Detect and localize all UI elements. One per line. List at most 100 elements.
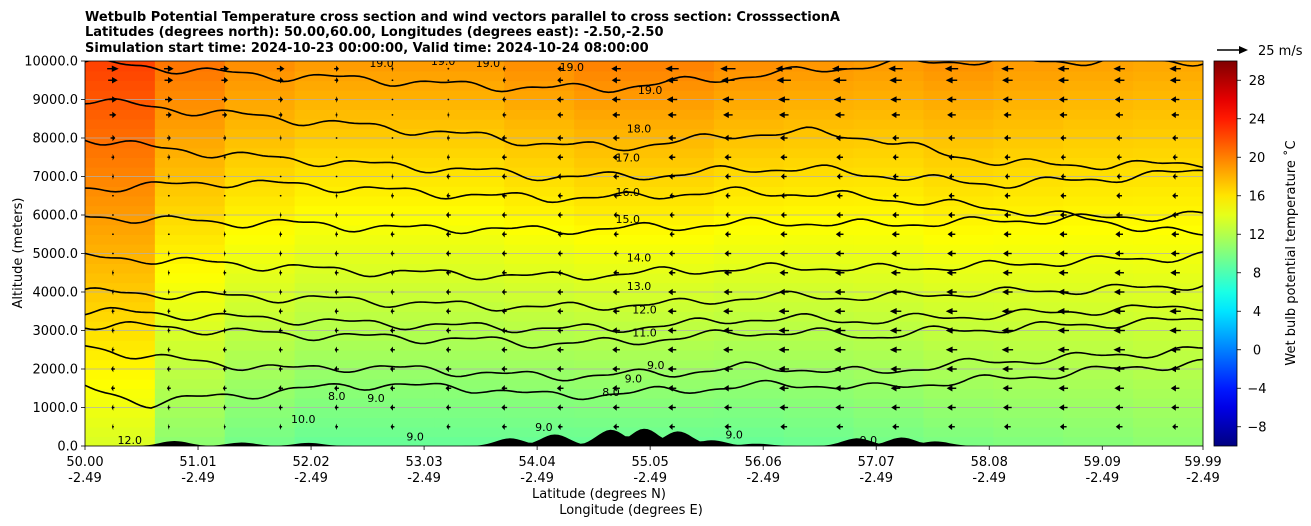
shading-cell xyxy=(644,138,715,149)
wind-vector-head xyxy=(668,269,673,276)
x-tick-label-lat: 57.07 xyxy=(858,455,895,470)
shading-cell xyxy=(644,157,715,168)
wind-vector xyxy=(279,194,282,197)
wind-vector-head xyxy=(946,288,953,296)
wind-vector xyxy=(167,194,170,197)
wind-vector-head xyxy=(725,192,729,199)
wind-vector-head xyxy=(1170,269,1177,276)
shading-cell xyxy=(574,70,645,82)
wind-vector-head xyxy=(1004,192,1008,199)
shading-cell xyxy=(364,369,436,380)
wind-vector-head xyxy=(1171,211,1176,219)
shading-cell xyxy=(783,388,855,399)
wind-vector-head xyxy=(1057,65,1065,72)
shading-cell xyxy=(993,243,1065,255)
shading-cell xyxy=(85,369,156,380)
wind-vector-head xyxy=(669,192,673,199)
shading-cell xyxy=(783,263,855,274)
shading-cell xyxy=(434,301,506,313)
shading-cell xyxy=(224,397,296,409)
shading-cell xyxy=(154,330,226,341)
shading-cell xyxy=(364,176,436,187)
wind-vector-head xyxy=(779,269,785,276)
y-tick-label: 5000.0 xyxy=(33,247,79,262)
shading-cell xyxy=(993,89,1065,101)
wind-vector-head xyxy=(723,365,729,373)
shading-cell xyxy=(364,234,436,245)
shading-cell xyxy=(1133,128,1203,139)
shading-cell xyxy=(713,426,785,438)
wind-vector-head xyxy=(223,65,230,72)
wind-vector-head xyxy=(223,250,225,257)
shading-cell xyxy=(154,118,226,130)
wind-vector-head xyxy=(1060,154,1064,161)
shading-cell xyxy=(154,176,226,187)
wind-vector-head xyxy=(167,77,174,84)
wind-vector-head xyxy=(1002,96,1009,103)
shading-cell xyxy=(783,407,855,418)
shading-cell xyxy=(364,311,436,322)
wind-vector-head xyxy=(279,269,281,276)
shading-cell xyxy=(154,138,226,149)
shading-cell xyxy=(294,89,366,101)
shading-cell xyxy=(713,388,785,399)
contour-label: 16.0 xyxy=(616,186,641,199)
shading-cell xyxy=(644,282,715,293)
shading-cell xyxy=(713,311,785,322)
shading-cell xyxy=(85,397,156,409)
shading-cell xyxy=(154,417,226,428)
wind-vector-head xyxy=(167,404,170,411)
shading-cell xyxy=(993,157,1065,168)
wind-vector-head xyxy=(889,308,897,315)
wind-vector-head xyxy=(1060,173,1064,180)
wind-vector-head xyxy=(1115,231,1120,238)
wind-vector-head xyxy=(667,308,673,315)
shading-cell xyxy=(294,340,366,351)
shading-cell xyxy=(713,282,785,293)
shading-cell xyxy=(224,157,296,168)
shading-cell xyxy=(154,436,226,446)
shading-cell xyxy=(294,349,366,361)
shading-cell xyxy=(1133,243,1203,255)
wind-vector-head xyxy=(835,231,841,238)
wind-vector-head xyxy=(1113,77,1121,84)
shading-cell xyxy=(783,378,855,390)
wind-vector-head xyxy=(1001,308,1009,315)
shading-cell xyxy=(154,301,226,313)
wind-vector-head xyxy=(891,231,897,238)
shading-cell xyxy=(1133,407,1203,418)
shading-cell xyxy=(364,147,436,159)
x-axis-label-secondary: Longitude (degrees E) xyxy=(559,503,703,518)
shading-cell xyxy=(85,243,156,255)
shading-cell xyxy=(1063,186,1134,197)
shading-cell xyxy=(224,80,296,91)
shading-cell xyxy=(504,118,575,130)
wind-vector-head xyxy=(167,327,170,334)
shading-cell xyxy=(1063,61,1134,72)
wind-vector-head xyxy=(613,231,617,238)
wind-vector-head xyxy=(892,173,897,180)
wind-vector-head xyxy=(835,404,841,411)
shading-cell xyxy=(574,138,645,149)
wind-vector-head xyxy=(1003,134,1009,142)
colorbar-tick-label: 8 xyxy=(1253,266,1261,281)
wind-vector-head xyxy=(280,77,284,84)
shading-cell xyxy=(434,378,506,390)
shading-cell xyxy=(783,253,855,264)
colorbar-ticks: −8 −4 0 4 8 12 16 20 24 28 xyxy=(1237,74,1267,435)
shading-cell xyxy=(1133,70,1203,82)
wind-vector-head xyxy=(222,365,226,373)
shading-cell xyxy=(294,205,366,216)
shading-cell xyxy=(85,205,156,216)
wind-vector-head xyxy=(168,173,170,180)
shading-cell xyxy=(574,234,645,245)
wind-vector-head xyxy=(667,346,673,353)
shading-cell xyxy=(1133,224,1203,236)
wind-vector-head xyxy=(111,288,114,296)
shading-cell xyxy=(85,128,156,139)
shading-cell xyxy=(644,272,715,284)
wind-vector-head xyxy=(778,327,785,334)
shading-cell xyxy=(1063,80,1134,91)
contour-label: 11.0 xyxy=(632,326,657,339)
wind-vector-head xyxy=(834,111,841,119)
